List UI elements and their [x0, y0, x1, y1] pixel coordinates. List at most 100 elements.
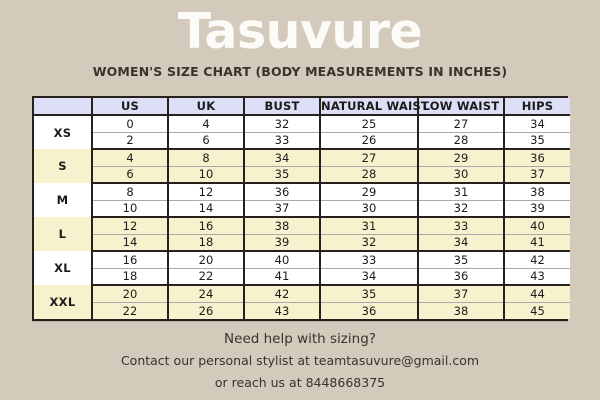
cell-hips: 39: [504, 200, 570, 218]
size-label-xl: XL: [34, 251, 93, 285]
cell-us: 4: [92, 149, 169, 167]
column-header-us: US: [92, 98, 169, 116]
cell-us: 6: [92, 166, 169, 184]
cell-hips: 34: [504, 115, 570, 133]
cell-bust: 37: [244, 200, 321, 218]
cell-bust: 32: [244, 115, 321, 133]
table-row: 18 22 41 34 36 43: [34, 268, 570, 286]
cell-natural-waist: 28: [320, 166, 419, 184]
table-row: 6 10 35 28 30 37: [34, 166, 570, 184]
size-chart-table: US UK BUST NATURAL WAIST LOW WAIST HIPS …: [34, 98, 570, 319]
cell-hips: 35: [504, 132, 570, 150]
table-row: 2 6 33 26 28 35: [34, 132, 570, 150]
cell-uk: 14: [168, 200, 245, 218]
cell-us: 10: [92, 200, 169, 218]
cell-us: 12: [92, 217, 169, 235]
cell-bust: 41: [244, 268, 321, 286]
cell-natural-waist: 32: [320, 234, 419, 252]
cell-bust: 42: [244, 285, 321, 303]
cell-us: 16: [92, 251, 169, 269]
cell-uk: 12: [168, 183, 245, 201]
footer-help-heading: Need help with sizing?: [224, 331, 376, 347]
cell-hips: 36: [504, 149, 570, 167]
footer-phone-contact: or reach us at 8448668375: [214, 375, 386, 390]
table-row: XXL 20 24 42 35 37 44: [34, 285, 570, 319]
cell-natural-waist: 25: [320, 115, 419, 133]
brand-logo: Tasuvure: [177, 3, 423, 60]
cell-bust: 39: [244, 234, 321, 252]
cell-hips: 37: [504, 166, 570, 184]
column-header-uk: UK: [168, 98, 245, 116]
cell-us: 2: [92, 132, 169, 150]
size-chart-table-container: US UK BUST NATURAL WAIST LOW WAIST HIPS …: [32, 96, 570, 321]
table-row: M 8 12 36 29 31 38: [34, 183, 570, 217]
cell-low-waist: 35: [418, 251, 505, 269]
cell-hips: 44: [504, 285, 570, 303]
cell-low-waist: 38: [418, 302, 505, 319]
cell-low-waist: 36: [418, 268, 505, 286]
cell-us: 8: [92, 183, 169, 201]
cell-uk: 26: [168, 302, 245, 319]
table-row: XS 0 4 32 25 27 34: [34, 115, 570, 149]
cell-bust: 34: [244, 149, 321, 167]
cell-natural-waist: 31: [320, 217, 419, 235]
table-row: L 12 16 38 31 33 40: [34, 217, 570, 251]
cell-hips: 42: [504, 251, 570, 269]
cell-uk: 10: [168, 166, 245, 184]
size-label-s: S: [34, 149, 93, 183]
cell-low-waist: 30: [418, 166, 505, 184]
cell-hips: 41: [504, 234, 570, 252]
footer: Need help with sizing? Contact our perso…: [0, 328, 600, 394]
cell-low-waist: 31: [418, 183, 505, 201]
cell-low-waist: 37: [418, 285, 505, 303]
column-header-natural-waist: NATURAL WAIST: [320, 98, 429, 116]
column-header-bust: BUST: [244, 98, 321, 116]
cell-bust: 33: [244, 132, 321, 150]
cell-us: 18: [92, 268, 169, 286]
cell-bust: 36: [244, 183, 321, 201]
cell-natural-waist: 30: [320, 200, 419, 218]
cell-natural-waist: 26: [320, 132, 419, 150]
cell-natural-waist: 29: [320, 183, 419, 201]
cell-bust: 35: [244, 166, 321, 184]
cell-uk: 4: [168, 115, 245, 133]
cell-uk: 22: [168, 268, 245, 286]
table-body: XS 0 4 32 25 27 34 2 6 33 26 28 35: [34, 115, 570, 319]
cell-uk: 24: [168, 285, 245, 303]
size-label-l: L: [34, 217, 93, 251]
cell-us: 20: [92, 285, 169, 303]
cell-natural-waist: 33: [320, 251, 419, 269]
size-label-m: M: [34, 183, 93, 217]
cell-us: 0: [92, 115, 169, 133]
table-row: 10 14 37 30 32 39: [34, 200, 570, 218]
cell-natural-waist: 27: [320, 149, 419, 167]
table-row: XL 16 20 40 33 35 42: [34, 251, 570, 285]
cell-hips: 45: [504, 302, 570, 319]
cell-low-waist: 32: [418, 200, 505, 218]
cell-uk: 6: [168, 132, 245, 150]
cell-uk: 20: [168, 251, 245, 269]
column-header-hips: HIPS: [504, 98, 570, 116]
cell-low-waist: 29: [418, 149, 505, 167]
cell-hips: 43: [504, 268, 570, 286]
cell-us: 22: [92, 302, 169, 319]
cell-natural-waist: 34: [320, 268, 419, 286]
cell-uk: 18: [168, 234, 245, 252]
column-header-size: [34, 98, 93, 116]
cell-natural-waist: 35: [320, 285, 419, 303]
cell-bust: 38: [244, 217, 321, 235]
cell-uk: 8: [168, 149, 245, 167]
table-row: S 4 8 34 27 29 36: [34, 149, 570, 183]
cell-hips: 38: [504, 183, 570, 201]
cell-bust: 43: [244, 302, 321, 319]
table-row: 22 26 43 36 38 45: [34, 302, 570, 319]
footer-stylist-contact: Contact our personal stylist at teamtasu…: [120, 353, 480, 368]
cell-low-waist: 34: [418, 234, 505, 252]
cell-low-waist: 28: [418, 132, 505, 150]
table-row: 14 18 39 32 34 41: [34, 234, 570, 252]
table-header: US UK BUST NATURAL WAIST LOW WAIST HIPS: [34, 98, 570, 116]
cell-low-waist: 27: [418, 115, 505, 133]
cell-uk: 16: [168, 217, 245, 235]
page-subtitle: WOMEN'S SIZE CHART (BODY MEASUREMENTS IN…: [92, 64, 508, 79]
